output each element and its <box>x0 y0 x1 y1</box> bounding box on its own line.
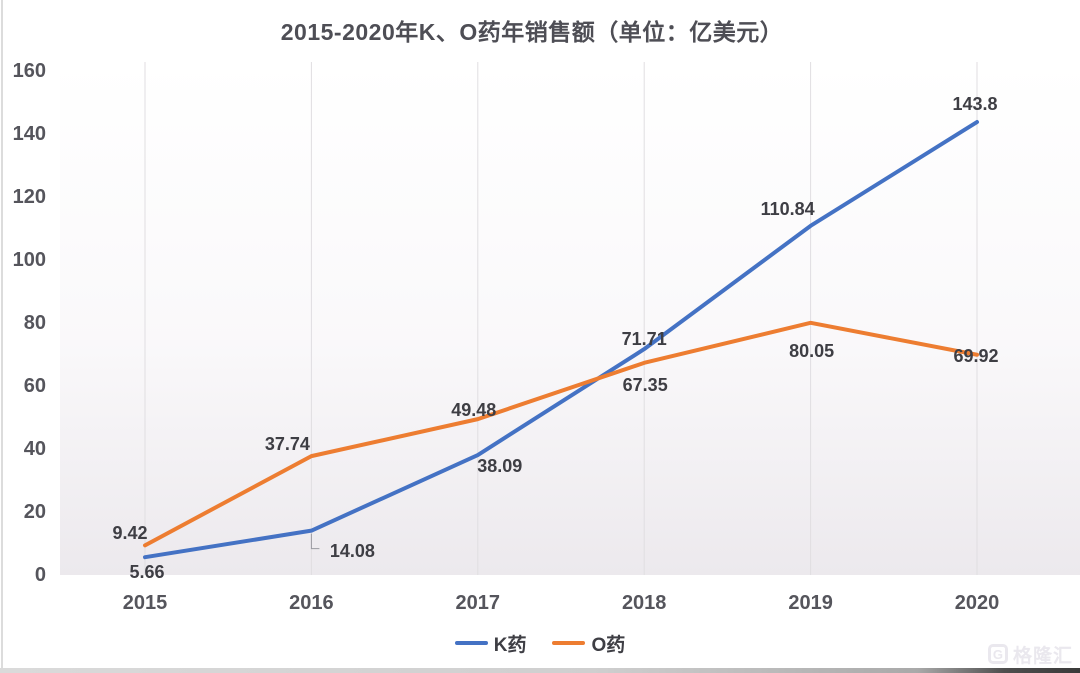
data-label-O药-2016: 37.74 <box>264 434 310 455</box>
legend-label-o-drug: O药 <box>591 634 626 656</box>
data-label-K药-2017: 38.09 <box>477 456 523 477</box>
legend-item-k-drug: K药 <box>454 630 527 657</box>
watermark-brand: 格隆汇 <box>1012 645 1073 667</box>
series-line-0 <box>143 120 979 560</box>
x-tick-label: 2015 <box>122 592 168 614</box>
x-tick-label: 2016 <box>289 592 334 614</box>
frame-bottom-edge <box>0 668 1080 673</box>
y-tick-label: 160 <box>12 60 46 82</box>
data-label-K药-2016: 14.08 <box>329 540 375 561</box>
plot-area <box>60 62 1080 575</box>
y-tick-label: 140 <box>12 123 46 145</box>
watermark: G 格隆汇 <box>987 642 1073 667</box>
y-tick-label: 120 <box>12 186 46 208</box>
data-label-K药-2020: 143.8 <box>952 94 998 115</box>
data-label-O药-2019: 80.05 <box>789 340 835 361</box>
y-tick-label: 0 <box>34 564 46 586</box>
legend-label-k-drug: K药 <box>493 634 527 656</box>
data-label-K药-2018: 71.71 <box>621 329 667 350</box>
y-tick-label: 40 <box>23 438 46 460</box>
legend: K药 O药 <box>0 630 1080 656</box>
data-label-O药-2018: 67.35 <box>622 374 668 395</box>
data-label-O药-2017: 49.48 <box>451 400 497 421</box>
y-tick-label: 20 <box>23 501 46 523</box>
data-label-O药-2015: 9.42 <box>112 523 148 544</box>
y-tick-label: 80 <box>23 312 46 334</box>
y-tick-label: 60 <box>23 375 46 397</box>
label-leader-lines <box>310 533 320 550</box>
x-tick-label: 2019 <box>788 592 833 614</box>
legend-item-o-drug: O药 <box>552 630 625 657</box>
o-drug-line-swatch <box>552 641 586 645</box>
series-lines <box>143 120 979 560</box>
chart-title: 2015-2020年K、O药年销售额（单位：亿美元） <box>280 19 784 45</box>
frame-left-edge <box>1 0 3 673</box>
gelonghui-logo-icon: G <box>987 644 1008 664</box>
x-tick-label: 2020 <box>954 592 1000 614</box>
data-label-K药-2019: 110.84 <box>760 198 815 219</box>
y-tick-label: 100 <box>12 249 46 271</box>
data-label-K药-2015: 5.66 <box>129 562 165 583</box>
x-tick-label: 2017 <box>455 592 501 614</box>
series-line-1 <box>143 320 979 548</box>
vertical-gridlines <box>144 62 978 575</box>
k-drug-line-swatch <box>454 641 488 645</box>
data-label-O药-2020: 69.92 <box>953 345 999 366</box>
x-tick-label: 2018 <box>621 592 667 614</box>
